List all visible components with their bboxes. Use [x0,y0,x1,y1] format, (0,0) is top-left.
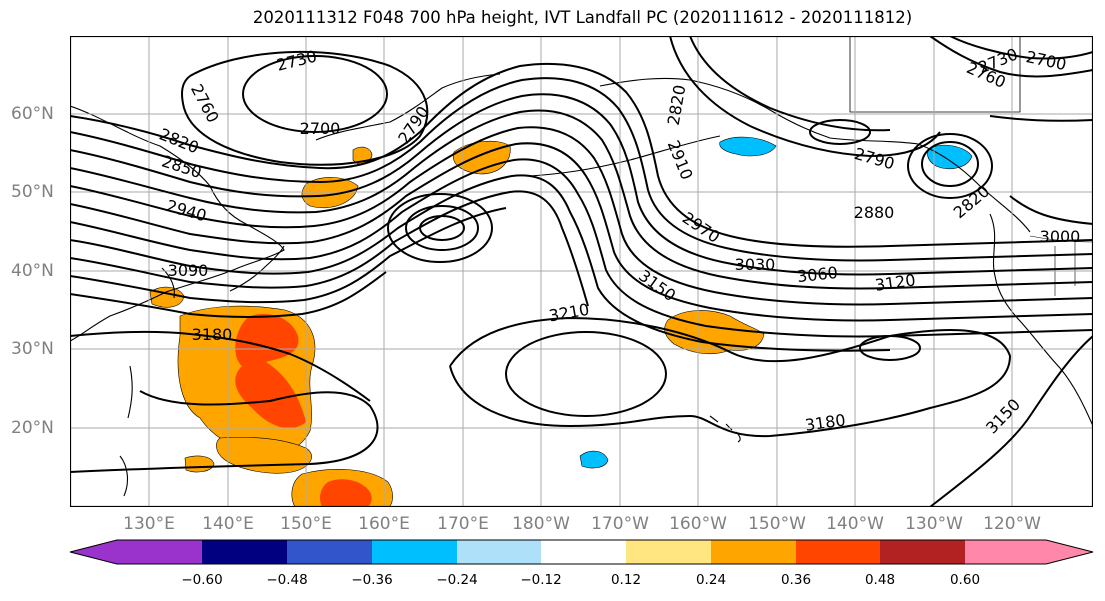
contour-low-center-3 [387,193,493,263]
lat-label-20n: 20°N [11,418,54,438]
lat-label-40n: 40°N [11,261,54,281]
lon-label-120w: 120°W [983,514,1041,534]
colorbar-tick-10: 0.60 [949,572,981,588]
coast-japan [229,245,285,292]
contour-arc-ak-1 [669,36,941,158]
lon-label-140e: 140°E [202,514,254,534]
contour-ne-2 [949,36,1093,60]
map-panel: 2730 2700 2760 2820 2850 2940 2790 3090 … [70,36,1093,507]
colorbar-tick-3: −0.36 [351,572,393,588]
contour-low-center-2 [405,205,479,251]
contour-south-1 [70,330,371,402]
contour-ne-1 [929,36,1093,78]
lon-label-150e: 150°E [280,514,332,534]
colorbar-bin-2 [287,540,372,564]
contour-ridge-4 [70,109,1093,290]
lon-label-150w: 150°W [748,514,806,534]
shade-red-south [320,479,372,507]
shade-blue-alaska-2 [927,144,973,169]
lon-label-180w: 180°W [512,514,570,534]
lat-label-50n: 50°N [11,182,54,202]
colorbar-tick-4: −0.24 [436,572,478,588]
colorbar-extend-low [70,540,202,564]
lon-label-140w: 140°W [826,514,884,534]
map-border [70,36,1093,507]
lon-label-170e: 170°E [437,514,489,534]
contour-ridge-3 [70,93,1093,276]
lon-label-130e: 130°E [123,514,175,534]
map-canvas: 2730 2700 2760 2820 2850 2940 2790 3090 … [70,36,1093,507]
contour-small-ak [809,119,871,145]
contour-low-gulf-ak-2 [907,133,993,199]
coast-kamchatka [315,73,501,141]
shade-red-westpac [235,314,306,429]
contour-label-3090: 3090 [168,261,209,280]
coast-canada-border [849,36,1021,113]
colorbar-tick-5: −0.12 [520,572,562,588]
colorbar-tick-8: 0.36 [780,572,812,588]
contour-3150 [929,335,1093,507]
colorbar-outline [69,539,1094,565]
colorbar-bin-7 [711,540,796,564]
coast-alaska [599,77,1031,233]
contour-high-center [505,331,667,417]
colorbar-bin-4 [457,540,541,564]
contour-ridge-9 [70,190,589,307]
colorbar-tick-7: 0.24 [695,572,727,588]
contour-label-3030: 3030 [735,255,776,274]
contour-label-2700-a: 2700 [300,119,341,138]
contour-ridge-7 [70,158,1093,338]
colorbar-bin-1 [202,540,287,564]
colorbar-tick-1: −0.60 [181,572,223,588]
map-title: 2020111312 F048 700 hPa height, IVT Land… [252,8,913,27]
colorbar-tick-9: 0.48 [864,572,896,588]
lon-label-160w: 160°W [669,514,727,534]
contour-ridge-1 [70,62,1093,248]
contour-3180-wave [70,316,1012,473]
colorbar-extend-high [965,540,1093,564]
contour-arc-ak-2 [689,36,891,132]
lat-label-30n: 30°N [11,339,54,359]
colorbar-bin-8 [796,540,880,564]
contour-low-west [242,55,388,133]
colorbar-bin-9 [880,540,965,564]
contour-ridge-2 [70,77,1093,262]
colorbar-tick-6: 0.12 [610,572,642,588]
shade-small-1 [184,455,215,473]
colorbar-bin-5 [541,540,626,564]
contour-2730-outer [181,50,429,166]
lon-label-130w: 130°W [905,514,963,534]
contour-ridge-6 [70,142,1093,322]
contour-ridge-10 [70,207,507,304]
contour-label-3000: 3000 [1040,227,1081,246]
colorbar-tick-2: −0.48 [266,572,308,588]
height-contours [70,36,1093,507]
contour-ridge-11 [70,271,387,318]
graticule [70,36,1093,507]
contour-ridge-5 [70,126,1093,306]
shade-blue-alaska-1 [719,136,777,157]
colorbar [69,539,1094,565]
colorbar-bin-3 [372,540,457,564]
shade-blue-hawaii [579,450,609,469]
ivt-shading [149,136,973,507]
lon-label-160e: 160°E [358,514,410,534]
coast-philippines [119,365,133,497]
contour-low-gulf-ak [921,141,979,187]
coast-aleutians [529,135,721,177]
coast-namerica [989,213,1093,427]
colorbar-bin-6 [626,540,711,564]
contour-ne-3 [989,115,1093,122]
contour-ridge-8 [70,174,891,352]
contour-label-3180-a: 3180 [192,325,233,344]
contour-ne-4 [1009,195,1093,225]
contour-label-2880: 2880 [854,203,895,222]
lon-label-170w: 170°W [591,514,649,534]
contour-label-3060: 3060 [796,263,838,286]
coast-asia [70,105,285,342]
lat-label-60n: 60°N [11,104,54,124]
